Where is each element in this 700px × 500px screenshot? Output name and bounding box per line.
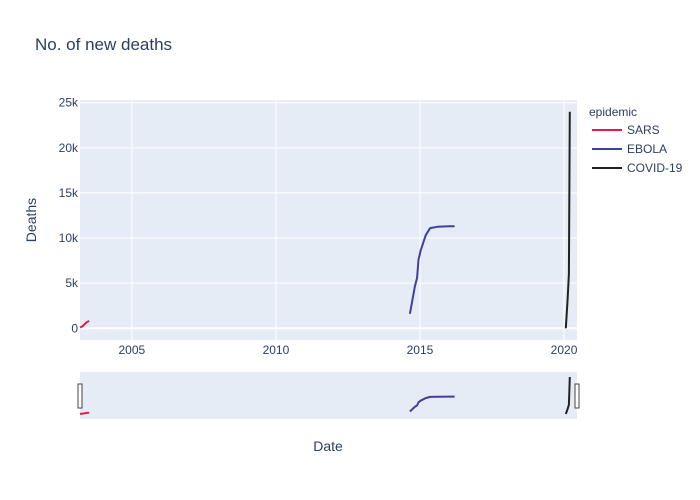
y-tick-label: 20k	[59, 141, 79, 155]
x-tick-label: 2020	[551, 343, 578, 357]
range-slider-line-covid-19	[564, 376, 571, 415]
x-tick-label: 2010	[263, 343, 290, 357]
y-tick-label: 15k	[59, 186, 79, 200]
x-axis-ticks: 2005 2010 2015 2020	[119, 343, 578, 357]
legend-label-sars: SARS	[627, 123, 660, 137]
range-slider-left-handle[interactable]	[77, 383, 83, 409]
legend-label-covid-19: COVID-19	[627, 161, 683, 175]
x-tick-label: 2005	[119, 343, 146, 357]
y-tick-label: 0	[71, 321, 78, 335]
range-slider-line-sars	[79, 411, 90, 415]
x-tick-label: 2015	[407, 343, 434, 357]
y-axis-title: Deaths	[23, 198, 39, 242]
range-slider-line-ebola	[409, 395, 455, 413]
legend-items: SARS EBOLA COVID-19	[592, 123, 683, 175]
series-line-ebola	[408, 225, 455, 314]
chart-title: No. of new deaths	[35, 35, 172, 54]
series-line-sars	[79, 320, 90, 329]
y-tick-label: 10k	[59, 231, 79, 245]
range-slider-lines	[79, 376, 571, 415]
grid-lines	[80, 100, 577, 340]
legend: epidemic SARS EBOLA COVID-19	[589, 105, 683, 175]
y-tick-label: 5k	[65, 276, 79, 290]
legend-title: epidemic	[589, 105, 637, 119]
series-lines	[79, 111, 571, 329]
range-slider-right-handle[interactable]	[574, 383, 580, 409]
series-line-covid-19	[564, 111, 571, 329]
plot-area[interactable]	[80, 100, 577, 340]
y-axis-ticks: 0 5k 10k 15k 20k 25k	[59, 96, 79, 336]
y-tick-label: 25k	[59, 96, 79, 110]
range-slider[interactable]	[80, 372, 577, 419]
x-axis-title: Date	[313, 438, 343, 454]
legend-label-ebola: EBOLA	[627, 142, 667, 156]
